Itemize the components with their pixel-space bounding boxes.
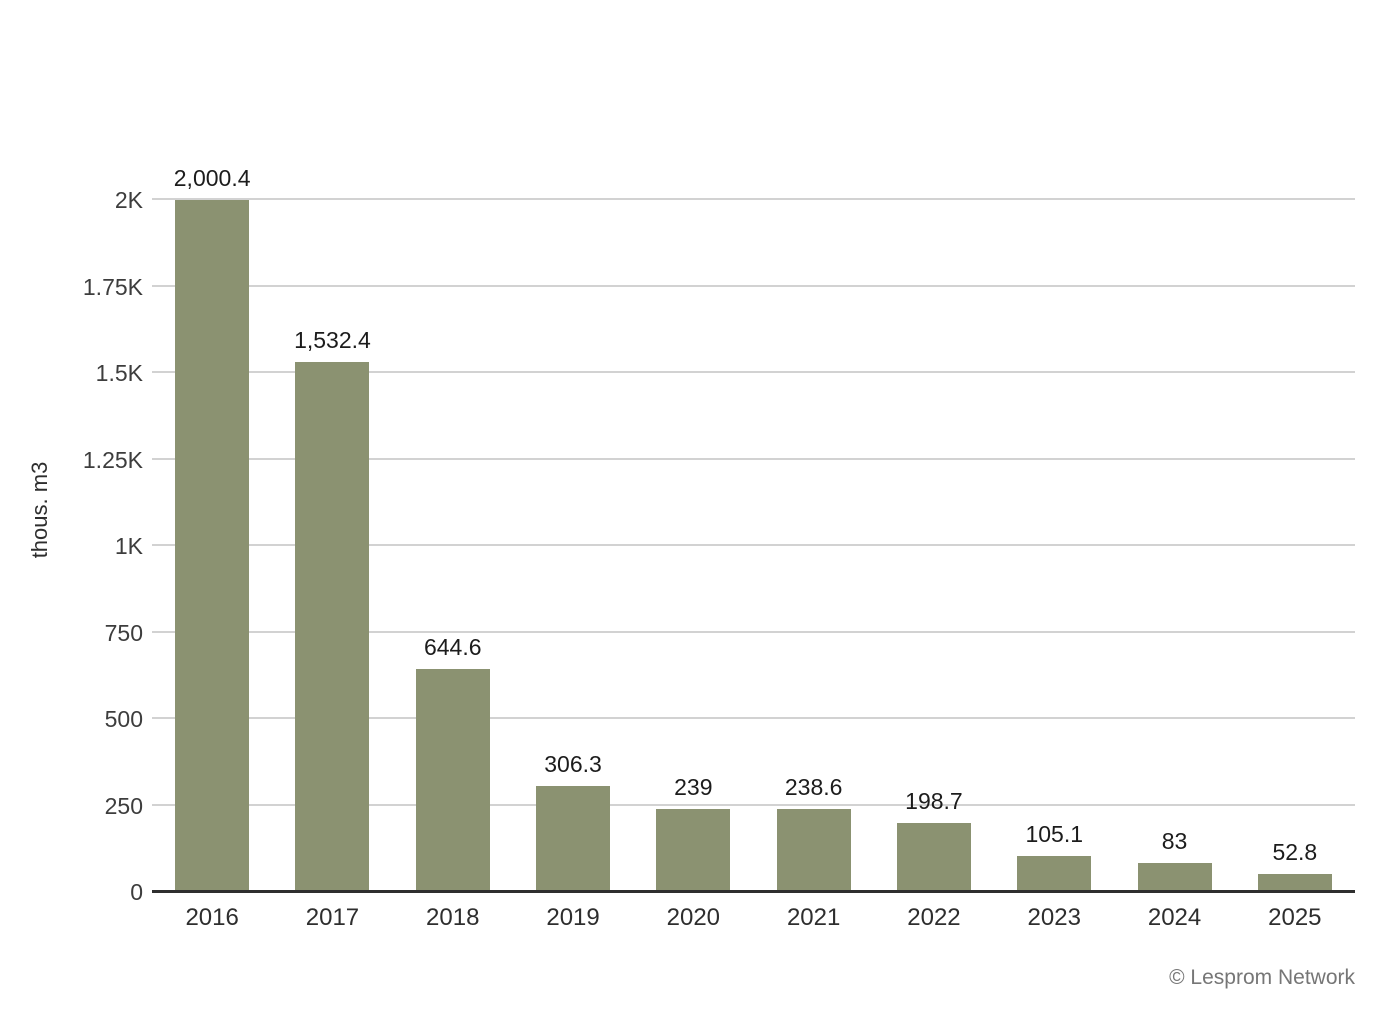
bar-2024 — [1137, 863, 1212, 892]
x-tick-label-2024: 2024 — [1147, 904, 1202, 931]
x-tick-label-2025: 2025 — [1268, 904, 1322, 931]
x-tick-label-2017: 2017 — [305, 904, 360, 931]
copyright-credit: © Lesprom Network — [1169, 966, 1355, 989]
bar-slot-2023: 105.1 — [994, 200, 1114, 892]
bar-value-label-2019: 306.3 — [544, 751, 602, 778]
bar-2019 — [536, 786, 611, 892]
x-tick-label-2022: 2022 — [907, 904, 961, 931]
y-tick-label-250: 250 — [104, 792, 143, 819]
bar-value-label-2022: 198.7 — [905, 788, 963, 815]
gridline-1250 — [152, 457, 1355, 460]
gridline-1000 — [152, 544, 1355, 546]
y-tick-label-1K: 1K — [114, 533, 143, 559]
bar-2023 — [1017, 855, 1092, 892]
y-tick-label-500: 500 — [104, 706, 143, 732]
bar-value-label-2024: 83 — [1161, 828, 1188, 855]
x-tick-label-2019: 2019 — [546, 904, 600, 931]
bar-2022 — [896, 823, 971, 892]
bar-2017 — [295, 361, 370, 892]
bar-slot-2017: 1,532.4 — [272, 200, 392, 892]
bar-value-label-2025: 52.8 — [1272, 838, 1318, 865]
plot-area: 2,000.4 1,532.4 644.6 306.3 239 238.6 198.7 105… — [152, 165, 1355, 892]
gridline-1500 — [152, 371, 1355, 373]
y-tick-label-750: 750 — [104, 619, 143, 646]
y-tick-label-2K: 2K — [114, 187, 143, 213]
bar-2018 — [415, 668, 490, 892]
bar-value-label-2017: 1,532.4 — [294, 326, 371, 353]
bar-slot-2021: 238.6 — [754, 200, 874, 892]
bar-slot-2019: 306.3 — [513, 200, 633, 892]
bar-2020 — [656, 809, 731, 892]
y-tick-label-1.75K: 1.75K — [82, 273, 143, 300]
x-tick-label-2020: 2020 — [666, 904, 721, 931]
bar-value-label-2021: 238.6 — [784, 774, 843, 801]
gridline-2000 — [152, 198, 1355, 200]
bar-slot-2016: 2,000.4 — [152, 165, 272, 892]
bar-slot-2025: 52.8 — [1235, 200, 1355, 892]
gridline-1750 — [152, 284, 1355, 287]
bar-slot-2024: 83 — [1114, 200, 1234, 892]
x-axis-line — [152, 890, 1355, 893]
x-tick-label-2016: 2016 — [185, 904, 239, 931]
x-tick-label-2021: 2021 — [786, 904, 841, 931]
bar-2025 — [1257, 873, 1332, 892]
x-tick-label-2018: 2018 — [426, 904, 480, 931]
bar-slot-2020: 239 — [633, 200, 753, 892]
bar-2021 — [776, 809, 851, 892]
bar-value-label-2018: 644.6 — [423, 633, 482, 660]
y-tick-label-0: 0 — [130, 879, 143, 905]
bar-value-label-2023: 105.1 — [1025, 820, 1084, 847]
y-tick-label-1.5K: 1.5K — [95, 360, 143, 386]
bar-value-label-2020: 239 — [674, 774, 713, 801]
gridline-500 — [152, 717, 1355, 719]
gridline-250 — [152, 803, 1355, 806]
bar-2016 — [175, 199, 250, 892]
gridline-750 — [152, 630, 1355, 633]
bar-value-label-2016: 2,000.4 — [173, 164, 251, 191]
bar-slot-2022: 198.7 — [874, 200, 994, 892]
y-tick-label-1.25K: 1.25K — [82, 446, 143, 473]
x-tick-label-2023: 2023 — [1027, 904, 1081, 931]
bar-slot-2018: 644.6 — [393, 200, 513, 892]
